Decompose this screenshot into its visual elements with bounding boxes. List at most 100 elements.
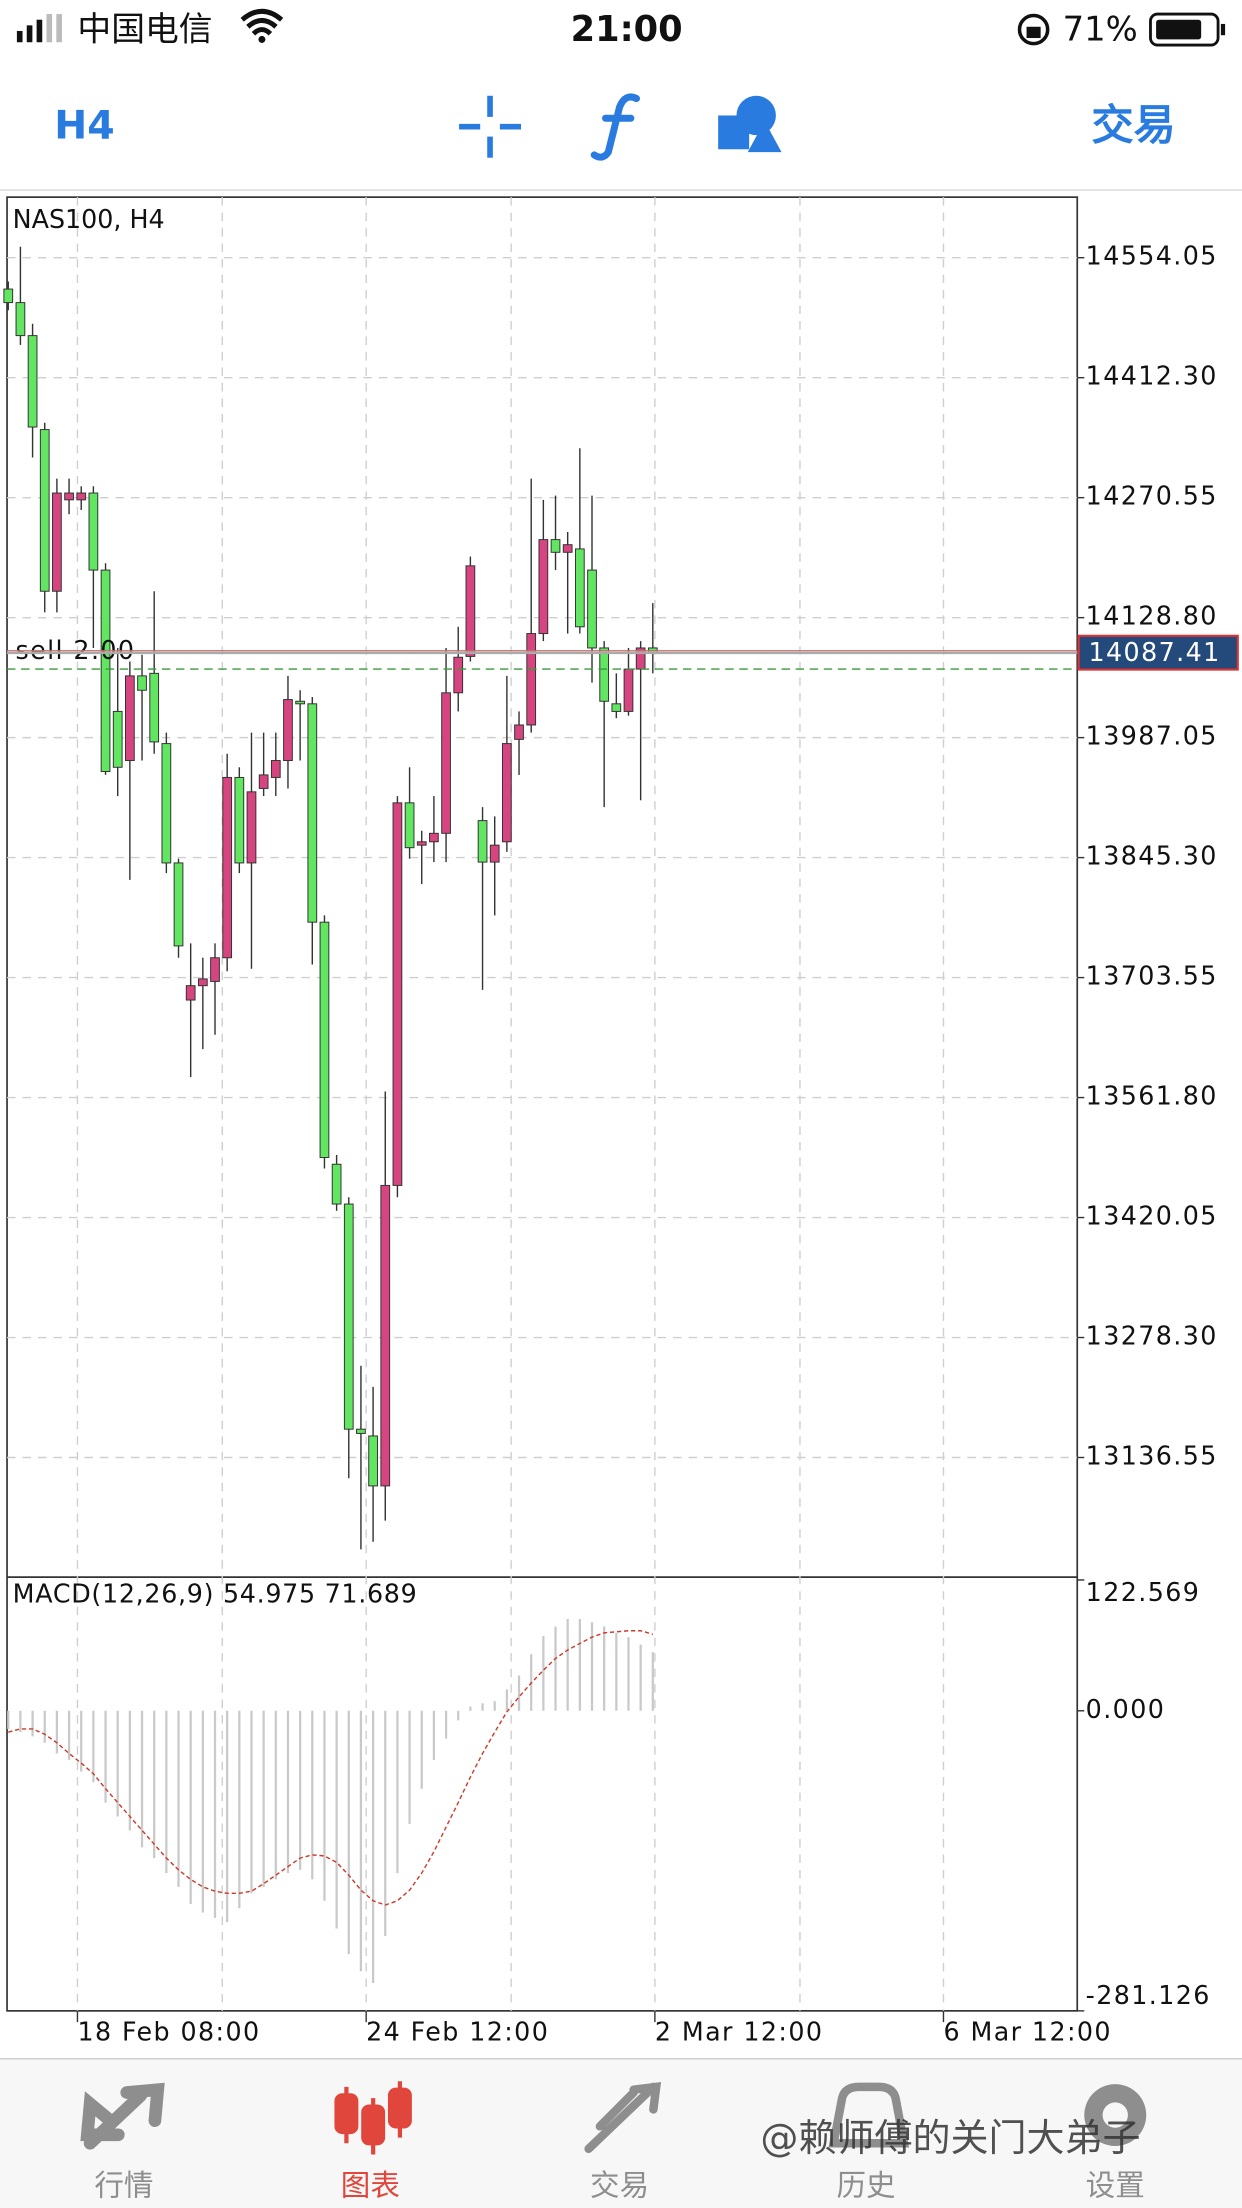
y-tick-label: 13987.05 (1086, 721, 1218, 751)
y-tick-label: 13561.80 (1086, 1081, 1218, 1111)
candle-body (258, 774, 269, 789)
candle-body (441, 692, 451, 834)
candle-body (356, 1428, 366, 1434)
timeframe-button[interactable]: H4 (54, 103, 114, 149)
candle-body (453, 656, 464, 694)
candle-body (307, 703, 318, 923)
candle-body (64, 492, 74, 501)
y-tick-label: 13845.30 (1086, 841, 1218, 871)
candle-body (234, 776, 245, 864)
chart-title: NAS100, H4 (13, 204, 165, 234)
candle-body (477, 820, 488, 863)
macd-signal-value: 71.689 (325, 1578, 418, 1608)
signal-bar (56, 14, 62, 43)
clock: 21:00 (571, 9, 683, 50)
candle-body (331, 1163, 342, 1205)
candle-body (538, 539, 549, 635)
price-badge (1077, 634, 1239, 671)
candle-body (161, 743, 172, 864)
tab-icon-chart[interactable] (334, 2081, 412, 2155)
indicator-button[interactable] (590, 93, 641, 161)
tab-icon-history[interactable] (828, 2082, 910, 2148)
rotation-lock (1017, 13, 1050, 46)
signal-bar (46, 14, 53, 43)
candle-body (3, 288, 14, 304)
signal-bar (16, 30, 23, 43)
candle-body (15, 302, 26, 337)
candle-body (76, 492, 87, 501)
candle-body (222, 776, 233, 959)
tab-label[interactable]: 行情 (94, 2168, 153, 2202)
tab-icon-quotes[interactable] (80, 2082, 165, 2150)
candle-body (210, 957, 220, 982)
candle-body (125, 675, 135, 762)
status-bar: 中国电信 21:00 71% (16, 8, 1226, 50)
candle-body (489, 844, 500, 863)
candle-body (404, 802, 415, 849)
candle-body (283, 699, 293, 762)
candle-body (392, 802, 403, 1186)
x-tick-label: 6 Mar 12:00 (943, 2016, 1112, 2046)
x-tick-label: 2 Mar 12:00 (655, 2016, 824, 2046)
tab-icon-settings[interactable] (1084, 2084, 1147, 2147)
candle-body (599, 647, 610, 702)
y-tick-label: 0.000 (1086, 1694, 1166, 1724)
candle-body (112, 710, 123, 768)
candle-body (137, 675, 147, 691)
y-tick-label: 14128.80 (1086, 601, 1218, 631)
objects-button[interactable] (718, 95, 782, 153)
y-tick-label: 14554.05 (1086, 241, 1218, 271)
y-tick-label: 122.569 (1086, 1577, 1201, 1607)
battery-outline (1149, 12, 1220, 47)
candle-body (149, 672, 160, 743)
macd-signal-line (8, 1630, 654, 1906)
y-tick-label: 14270.55 (1086, 481, 1218, 511)
candle-body (526, 633, 537, 726)
price-badge-label: 14087.41 (1089, 637, 1221, 667)
candle-body (319, 921, 330, 1158)
candle-body (343, 1203, 354, 1430)
candle-body (52, 492, 62, 592)
candle-body (562, 544, 573, 553)
candle-body (465, 565, 476, 657)
candle-body (611, 703, 622, 712)
tab-icon-trade[interactable] (584, 2082, 662, 2154)
candle-body (270, 760, 281, 778)
y-tick-label: 13703.55 (1086, 961, 1218, 991)
candle-body (380, 1184, 391, 1487)
candle-body (88, 492, 99, 571)
candle-body (368, 1435, 378, 1487)
chart-frame (6, 196, 1079, 2012)
candle-body (100, 569, 111, 773)
candle-body (623, 668, 634, 712)
y-tick-label: -281.126 (1086, 1980, 1211, 2010)
candle-body (173, 862, 184, 947)
toolbar: H4 交易 (0, 93, 1242, 191)
watermark: @赖师傅的关门大弟子 (760, 2116, 1140, 2160)
tab-label[interactable]: 图表 (341, 2168, 400, 2202)
candle-body (502, 743, 512, 843)
signal-bar (36, 19, 43, 43)
macd-main-value: 54.975 (223, 1578, 316, 1608)
tab-bar-bg (0, 2058, 1242, 2208)
battery-tip (1220, 23, 1226, 36)
candle-body (39, 429, 50, 592)
battery-level (1156, 19, 1202, 40)
crosshair-button[interactable] (459, 95, 522, 158)
candle-body (587, 569, 597, 649)
candle-body (246, 791, 257, 864)
macd-name: MACD(12,26,9) (13, 1578, 215, 1608)
trade-button[interactable]: 交易 (1091, 101, 1175, 150)
tab-label[interactable]: 历史 (836, 2168, 895, 2202)
rotation-lock (1026, 26, 1041, 39)
candle-body (635, 647, 646, 670)
candle-body (27, 335, 38, 428)
y-tick-label: 13420.05 (1086, 1201, 1218, 1231)
candle-body (295, 700, 306, 705)
wifi-dot (258, 35, 266, 43)
candle-body (550, 539, 561, 553)
candle-body (429, 832, 439, 843)
tab-label[interactable]: 交易 (590, 2168, 649, 2202)
tab-label[interactable]: 设置 (1086, 2168, 1145, 2202)
